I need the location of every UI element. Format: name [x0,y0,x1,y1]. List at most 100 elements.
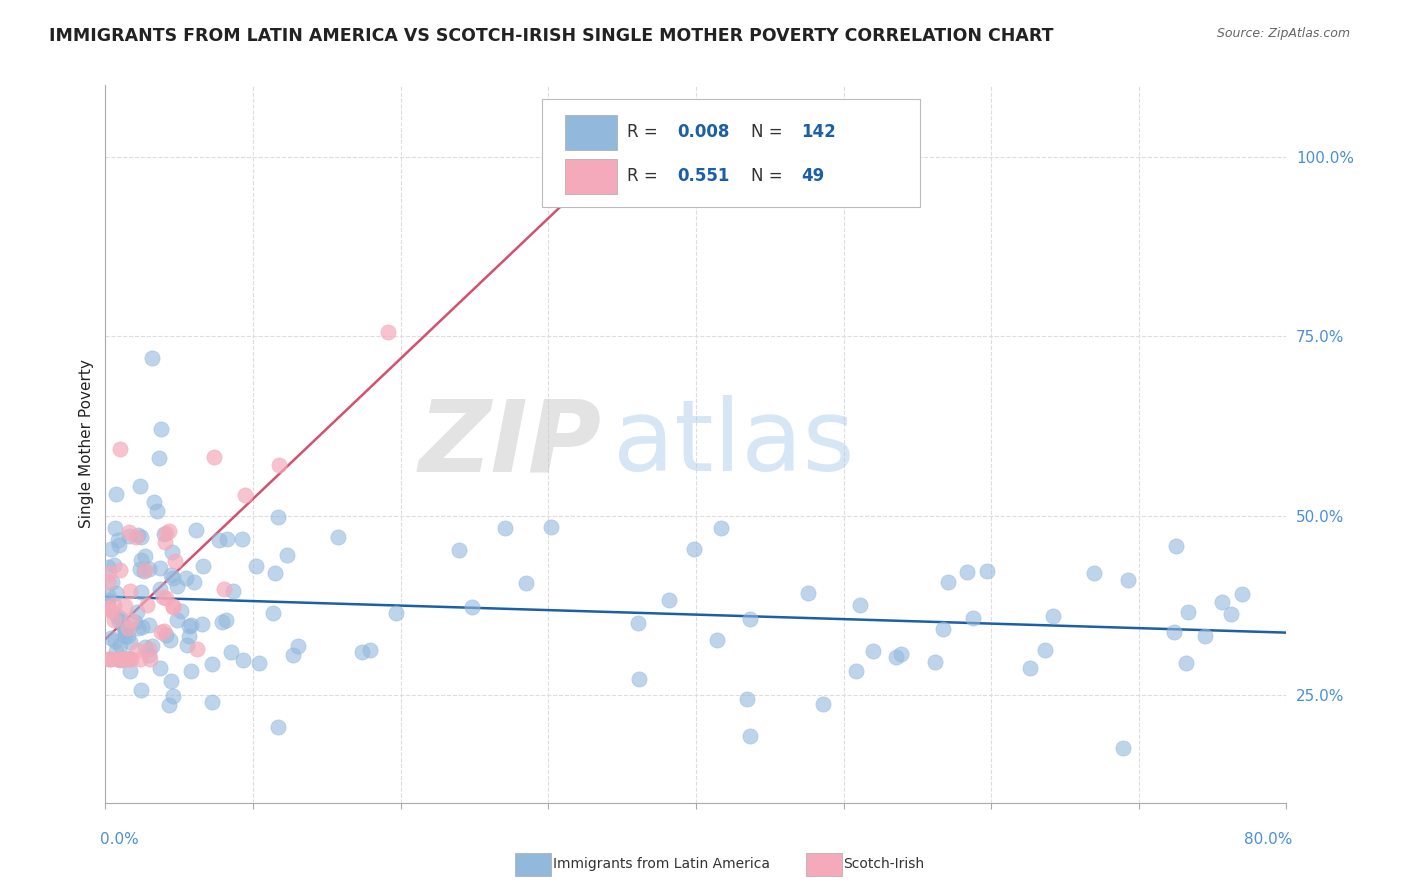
Point [104,633,127,648]
Point [155,526,177,541]
Point [710,521,733,535]
FancyBboxPatch shape [543,99,921,207]
Y-axis label: Single Mother Poverty: Single Mother Poverty [79,359,94,528]
Point [1194,629,1216,643]
Point [153,527,176,541]
Point [796,585,818,599]
Point [628,672,651,686]
Point [180,618,202,632]
Point [152,590,174,604]
Point [97,600,120,615]
Point [100,541,122,556]
Point [120,664,142,678]
Point [184,523,207,537]
Point [263,566,285,580]
Point [191,617,214,632]
Point [936,575,959,590]
Point [138,562,160,576]
Point [118,524,141,539]
Point [515,575,537,590]
Point [1019,661,1042,675]
Point [627,616,650,631]
Point [845,664,868,678]
Point [326,530,349,544]
Text: IMMIGRANTS FROM LATIN AMERICA VS SCOTCH-IRISH SINGLE MOTHER POVERTY CORRELATION : IMMIGRANTS FROM LATIN AMERICA VS SCOTCH-… [49,27,1053,45]
Point [231,533,253,547]
Point [97,592,120,607]
Point [183,575,205,590]
Point [114,652,136,666]
Point [267,458,290,473]
Point [1163,624,1185,639]
Point [191,559,214,574]
Point [159,632,181,647]
Point [107,533,129,547]
Point [97,588,120,602]
Text: N =: N = [751,168,789,186]
Text: N =: N = [751,123,789,142]
Point [924,655,946,669]
Point [117,621,139,635]
Point [105,643,128,657]
Point [884,650,907,665]
Point [127,605,149,619]
Point [931,623,953,637]
Point [162,599,184,614]
Point [97,599,120,614]
Point [1174,657,1197,671]
Text: 80.0%: 80.0% [1244,831,1292,847]
Point [138,642,160,657]
Point [385,606,408,620]
Point [138,652,160,666]
Point [112,652,135,666]
Point [155,628,177,642]
Point [136,598,159,612]
Point [114,620,136,634]
Point [706,632,728,647]
Point [108,638,131,652]
Point [150,624,173,639]
Point [186,642,208,657]
Point [129,553,152,567]
Point [114,652,136,666]
Point [134,549,156,564]
Point [120,652,142,666]
Point [152,624,174,638]
FancyBboxPatch shape [565,115,617,150]
Text: Scotch-Irish: Scotch-Irish [844,857,925,871]
Point [222,584,245,599]
Point [212,582,235,596]
Point [98,566,121,581]
Text: 0.551: 0.551 [678,168,730,186]
Text: Immigrants from Latin America: Immigrants from Latin America [553,857,769,871]
Point [107,614,129,628]
Point [129,478,152,492]
Point [211,615,233,629]
Point [813,697,835,711]
Point [232,653,254,667]
Point [1220,607,1243,621]
Point [114,629,136,643]
Point [149,661,172,675]
Text: ZIP: ZIP [419,395,602,492]
Point [118,652,141,666]
Point [1211,595,1233,609]
Point [103,558,125,573]
Point [112,652,135,666]
Text: Source: ZipAtlas.com: Source: ZipAtlas.com [1216,27,1350,40]
Point [129,562,152,576]
Point [281,648,304,663]
Point [120,613,142,627]
Point [1042,608,1064,623]
Point [134,563,156,577]
Point [103,598,125,612]
Point [129,530,152,544]
Point [114,599,136,613]
Point [1177,606,1199,620]
Point [104,521,127,535]
Point [170,604,193,618]
Point [108,442,131,456]
Point [105,608,128,623]
Text: R =: R = [627,168,664,186]
Point [118,584,141,599]
